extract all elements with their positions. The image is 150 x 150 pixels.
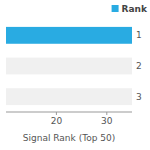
bars xyxy=(6,27,132,105)
chart-container: 20 30 1 2 3 Signal Rank (Top 50) Rank xyxy=(0,0,150,150)
legend: Rank xyxy=(112,4,148,14)
x-tick xyxy=(56,112,57,115)
x-axis-label: Signal Rank (Top 50) xyxy=(23,133,115,143)
y-tick-label: 1 xyxy=(136,30,142,40)
x-tick-label: 30 xyxy=(101,116,113,126)
legend-title: Rank xyxy=(122,4,148,14)
y-tick-label: 2 xyxy=(136,61,142,71)
y-tick-label: 3 xyxy=(136,92,142,102)
bar xyxy=(6,58,132,75)
legend-swatch xyxy=(112,5,119,12)
x-tick xyxy=(106,112,107,115)
x-axis xyxy=(6,112,132,113)
x-tick-label: 20 xyxy=(51,116,63,126)
bar xyxy=(6,88,132,105)
bar xyxy=(6,27,132,44)
chart: 20 30 1 2 3 Signal Rank (Top 50) Rank xyxy=(0,0,150,150)
